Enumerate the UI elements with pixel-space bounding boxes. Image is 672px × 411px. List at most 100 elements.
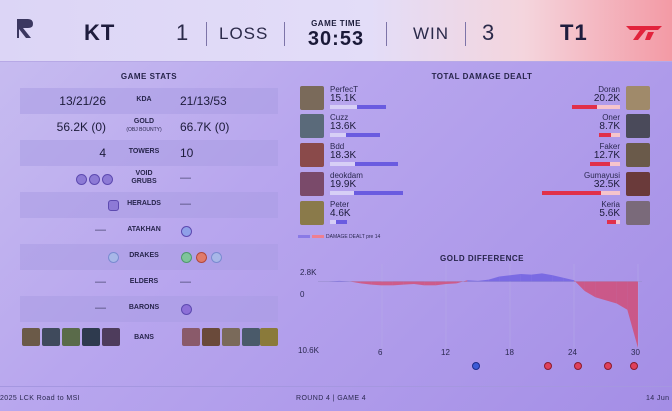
- damage-legend: DAMAGE DEALT pre 14: [298, 234, 380, 240]
- towers-right: 10: [180, 146, 194, 160]
- player-damage: 15.1K: [330, 93, 357, 104]
- drakes-label: DRAKES: [129, 252, 159, 259]
- atakhan-left: —: [95, 224, 106, 236]
- divider: [206, 22, 207, 46]
- champion-portrait-icon: [626, 172, 650, 196]
- gold-area-segment: [414, 281, 425, 286]
- objective-marker-icon: [574, 362, 582, 370]
- baron-icon: [181, 304, 192, 315]
- gold-difference-chart: [318, 264, 642, 348]
- gold-area-segment: [435, 281, 446, 286]
- x-tick: 12: [441, 348, 450, 357]
- damage-bar: [330, 191, 404, 195]
- legend-label: DAMAGE DEALT pre 14: [326, 234, 381, 240]
- scoreboard-header: KT 1 LOSS GAME TIME 30:53 WIN 3 T1: [0, 0, 672, 62]
- game-stats-title: GAME STATS: [120, 72, 178, 81]
- objective-marker-icon: [472, 362, 480, 370]
- gold-y-top: 2.8K: [300, 268, 317, 277]
- player-damage: 19.9K: [330, 179, 357, 190]
- gold-left: 56.2K (0): [56, 120, 106, 134]
- stat-row-elders: — ELDERS —: [20, 270, 278, 296]
- player-name: Faker: [599, 142, 620, 151]
- player-name: Bdd: [330, 142, 345, 151]
- gold-area-segment: [499, 275, 510, 282]
- ban-champion-icon: [22, 328, 40, 346]
- player-damage: 32.5K: [593, 179, 620, 190]
- damage-pre14-bar: [600, 191, 620, 195]
- team-right-result: WIN: [413, 24, 450, 43]
- gold-area-segment: [360, 281, 372, 285]
- damage-pre14-bar: [609, 162, 620, 166]
- champion-portrait-icon: [300, 114, 324, 138]
- gold-area-segment: [392, 281, 404, 286]
- damage-pre14-bar: [330, 220, 336, 224]
- stat-row-barons: — BARONS: [20, 296, 278, 322]
- kda-right: 21/13/53: [180, 94, 227, 108]
- gold-area-segment: [488, 276, 500, 282]
- x-tick: 30: [631, 348, 640, 357]
- stat-row-heralds: HERALDS —: [20, 192, 278, 218]
- drake-icon: [181, 252, 192, 263]
- gold-area-segment: [606, 281, 617, 304]
- ban-champion-icon: [242, 328, 260, 346]
- ban-champion-icon: [82, 328, 100, 346]
- void-grub-icon: [89, 174, 100, 185]
- player-damage: 13.6K: [330, 121, 357, 132]
- game-stats-panel: 13/21/26 KDA 21/13/53 56.2K (0) GOLD (OBJ…: [20, 68, 278, 366]
- damage-bar: [330, 162, 398, 166]
- stat-row-towers: 4 TOWERS 10: [20, 140, 278, 166]
- gold-area-segment: [382, 281, 393, 286]
- gold-area-segment: [510, 274, 521, 282]
- atakhan-icon: [181, 226, 192, 237]
- atakhan-label: ATAKHAN: [127, 226, 161, 233]
- divider: [465, 22, 466, 46]
- damage-pre14-bar: [616, 220, 620, 224]
- champion-portrait-icon: [626, 201, 650, 225]
- damage-pre14-bar: [330, 191, 354, 195]
- divider: [284, 22, 285, 46]
- void-grubs-label: VOID GRUBS: [131, 170, 157, 185]
- damage-pre14-bar: [610, 133, 620, 137]
- player-name: Oner: [602, 113, 620, 122]
- x-tick: 24: [568, 348, 577, 357]
- damage-bar: [330, 105, 386, 109]
- damage-bar: [606, 220, 620, 224]
- towers-left: 4: [99, 146, 106, 160]
- footer-date: 14 Jun: [646, 395, 670, 402]
- damage-bar: [589, 162, 620, 166]
- damage-bar: [599, 133, 620, 137]
- x-tick: 6: [378, 348, 383, 357]
- player-damage: 4.6K: [330, 208, 351, 219]
- gold-right: 66.7K (0): [180, 120, 230, 134]
- ban-champion-icon: [62, 328, 80, 346]
- player-name: Peter: [330, 200, 350, 209]
- champion-portrait-icon: [300, 201, 324, 225]
- player-name: Doran: [598, 85, 620, 94]
- team-left-score: 1: [176, 20, 189, 45]
- elders-right: —: [180, 276, 191, 288]
- champion-portrait-icon: [626, 143, 650, 167]
- drake-icon: [211, 252, 222, 263]
- objective-marker-icon: [544, 362, 552, 370]
- damage-pre14-bar: [597, 105, 620, 109]
- player-name: deokdam: [330, 171, 363, 180]
- towers-label: TOWERS: [128, 148, 160, 155]
- league-logo-icon: [17, 19, 33, 38]
- player-damage: 18.3K: [330, 150, 357, 161]
- legend-swatch-t1: [312, 235, 324, 239]
- footer: 2025 LCK Road to MSI ROUND 4 | GAME 4 14…: [0, 386, 672, 411]
- damage-pre14-bar: [330, 162, 356, 166]
- gold-area-segment: [542, 273, 553, 282]
- herald-icon: [108, 200, 119, 211]
- gold-area-segment: [595, 281, 606, 301]
- barons-label: BARONS: [128, 304, 160, 311]
- x-tick: 18: [505, 348, 514, 357]
- gold-area-segment: [574, 280, 585, 291]
- gold-label: GOLD (OBJ BOUNTY): [126, 118, 162, 133]
- gold-area-segment: [328, 280, 340, 282]
- gold-diff-title: GOLD DIFFERENCE: [440, 254, 524, 263]
- divider: [386, 22, 387, 46]
- gold-area-segment: [552, 275, 564, 282]
- ban-champion-icon: [102, 328, 120, 346]
- gold-area-segment: [350, 281, 361, 284]
